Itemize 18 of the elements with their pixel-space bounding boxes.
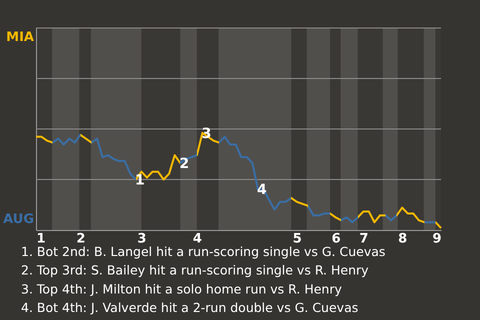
text: 3. Top 4th: J. Milton hit a solo home run vs R. Henry xyxy=(21,281,342,296)
text: 1. Bot 2nd: B. Langel hit a run-scoring single vs G. Cuevas xyxy=(21,244,386,259)
x-tick-label: 2 xyxy=(76,232,86,246)
x-tick-label: 7 xyxy=(359,232,368,246)
x-tick-label: 8 xyxy=(398,232,408,246)
x-tick-label: 4 xyxy=(192,232,202,246)
x-tick-label: 5 xyxy=(292,232,302,246)
text: AUG xyxy=(3,212,34,227)
text: 2. Top 3rd: S. Bailey hit a run-scoring single vs R. Henry xyxy=(21,262,370,278)
x-tick-label: 6 xyxy=(332,232,341,246)
x-tick-label: 3 xyxy=(137,232,146,246)
annotation: 1 xyxy=(134,172,145,188)
x-tick-label: 1 xyxy=(36,232,46,246)
text: MIA xyxy=(6,30,34,45)
x-tick-label: 9 xyxy=(432,232,442,246)
annotation: 2 xyxy=(179,156,190,172)
annotation: 4 xyxy=(257,182,268,198)
text: 4. Bot 4th: J. Valverde hit a 2-run double vs G. Cuevas xyxy=(21,300,358,316)
